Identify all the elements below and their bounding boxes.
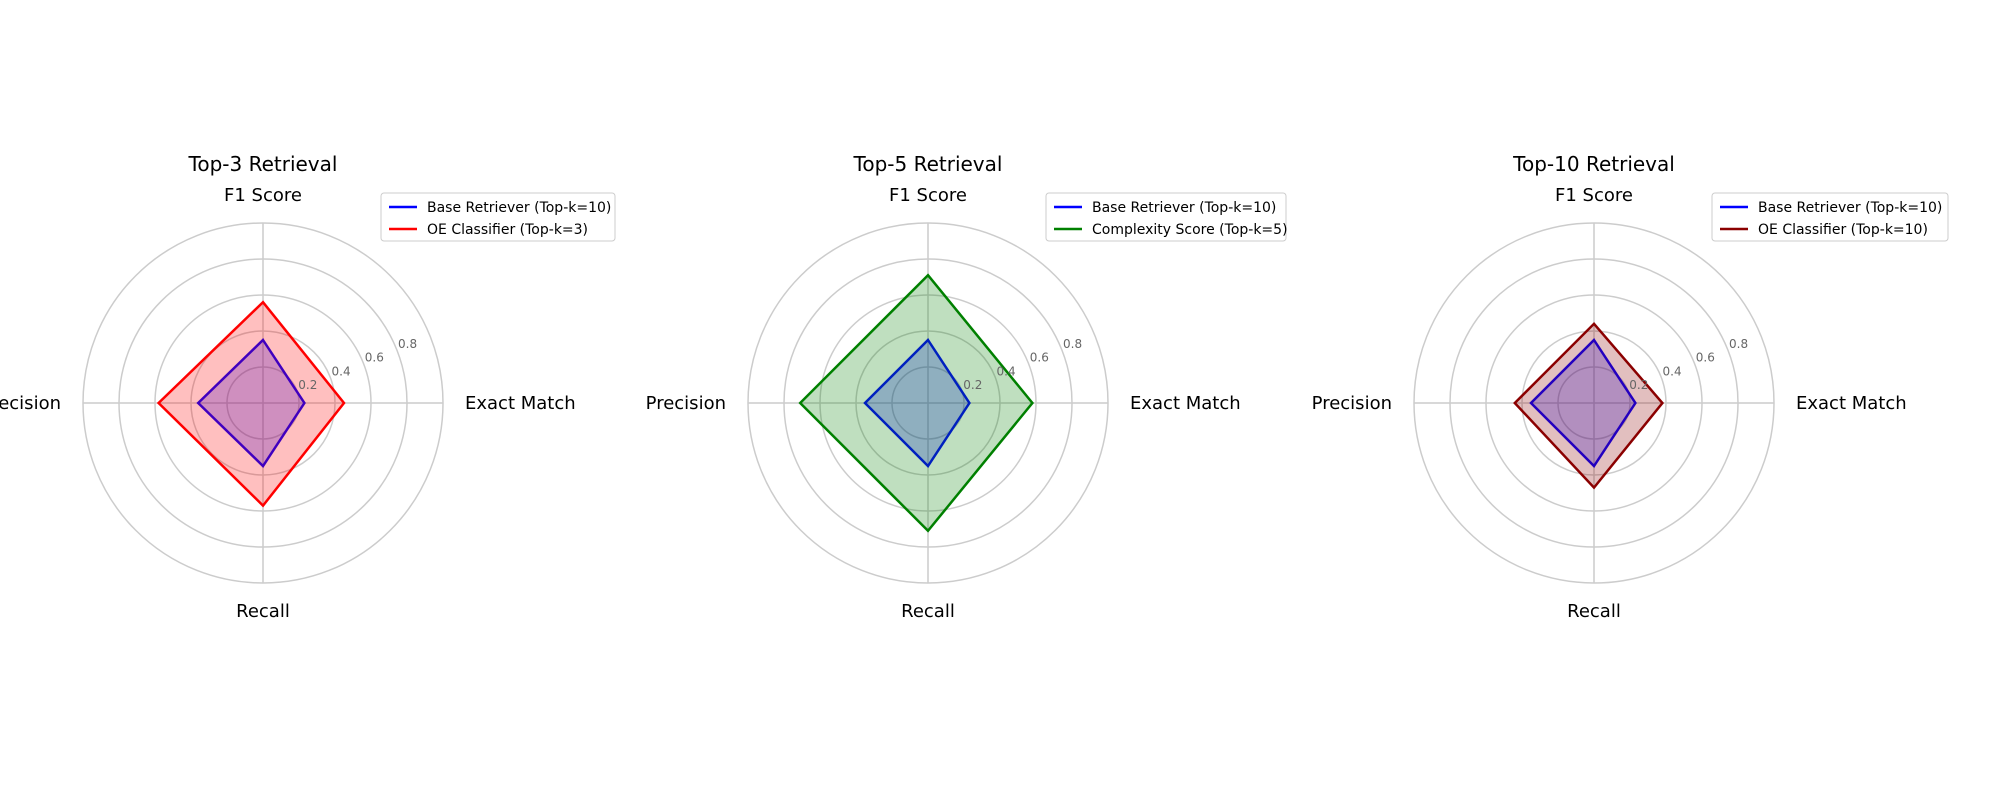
radar-panel-1: 0.2 0.4 0.6 0.8 F1 Score Exact Match Recall Pre… bbox=[0, 152, 615, 622]
chart-title: Top-5 Retrieval bbox=[853, 152, 1003, 176]
axis-label: Exact Match bbox=[1130, 393, 1241, 414]
axis-label: Recall bbox=[236, 601, 290, 622]
axis-label: Exact Match bbox=[465, 393, 576, 414]
axis-label: Precision bbox=[0, 393, 61, 414]
radial-tick-label: 0.2 bbox=[963, 378, 982, 392]
legend-entry: Complexity Score (Top-k=5) bbox=[1092, 222, 1288, 238]
radar-panel-2: 0.2 0.4 0.6 0.8 F1 Score Exact Match Recall Pre… bbox=[646, 152, 1288, 622]
radial-tick-label: 0.8 bbox=[1729, 337, 1748, 351]
axis-label: Recall bbox=[1567, 601, 1621, 622]
radial-tick-label: 0.2 bbox=[298, 378, 317, 392]
axis-label: Precision bbox=[646, 393, 726, 414]
radial-tick-label: 0.6 bbox=[1030, 351, 1049, 365]
legend: Base Retriever (Top-k=10) OE Classifier (… bbox=[1712, 193, 1948, 241]
radial-tick-label: 0.4 bbox=[1663, 364, 1682, 378]
axis-label: F1 Score bbox=[1555, 185, 1633, 206]
legend: Base Retriever (Top-k=10) Complexity Scor… bbox=[1046, 193, 1288, 241]
series-polygon-2 bbox=[159, 302, 344, 505]
radial-tick-label: 0.4 bbox=[997, 364, 1016, 378]
axis-label: Recall bbox=[901, 601, 955, 622]
chart-title: Top-3 Retrieval bbox=[188, 152, 338, 176]
legend-entry: Base Retriever (Top-k=10) bbox=[427, 200, 611, 216]
radial-tick-label: 0.6 bbox=[365, 351, 384, 365]
legend-entry: OE Classifier (Top-k=3) bbox=[427, 222, 588, 238]
radar-panel-3: 0.2 0.4 0.6 0.8 F1 Score Exact Match Recall Pre… bbox=[1312, 152, 1948, 622]
radial-tick-label: 0.4 bbox=[332, 364, 351, 378]
legend-entry: OE Classifier (Top-k=10) bbox=[1758, 222, 1928, 238]
legend: Base Retriever (Top-k=10) OE Classifier (… bbox=[381, 193, 615, 241]
radial-tick-label: 0.8 bbox=[1063, 337, 1082, 351]
radial-tick-label: 0.8 bbox=[398, 337, 417, 351]
chart-title: Top-10 Retrieval bbox=[1512, 152, 1675, 176]
axis-label: F1 Score bbox=[224, 185, 302, 206]
axis-label: Exact Match bbox=[1796, 393, 1907, 414]
legend-entry: Base Retriever (Top-k=10) bbox=[1092, 200, 1276, 216]
legend-entry: Base Retriever (Top-k=10) bbox=[1758, 200, 1942, 216]
axis-label: Precision bbox=[1312, 393, 1392, 414]
axis-label: F1 Score bbox=[889, 185, 967, 206]
radial-tick-label: 0.2 bbox=[1629, 378, 1648, 392]
series-polygon-2 bbox=[800, 275, 1032, 531]
radial-tick-label: 0.6 bbox=[1696, 351, 1715, 365]
